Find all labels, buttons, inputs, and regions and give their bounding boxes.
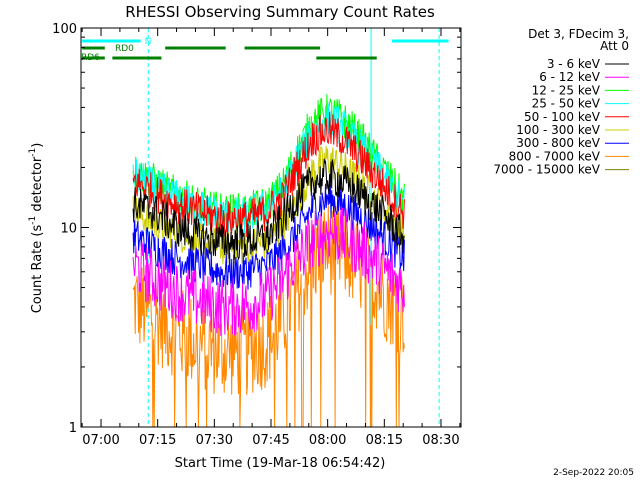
x-tick-label: 08:00 [309, 433, 346, 448]
legend-label: 7000 - 15000 keV [493, 163, 600, 177]
flag-bar-label: RD0 [115, 44, 134, 54]
legend-label: 800 - 7000 keV [509, 149, 601, 163]
flag-bar-label: RD6 [81, 53, 100, 63]
series-line [132, 180, 405, 290]
x-tick-label: 07:45 [252, 433, 289, 448]
chart-title: RHESSI Observing Summary Count Rates [125, 3, 435, 21]
x-tick-label: 07:00 [82, 433, 119, 448]
y-label-sup: -1 [28, 148, 38, 157]
legend-label: 50 - 100 keV [524, 110, 601, 124]
y-tick-label: 1 [69, 421, 77, 436]
legend-header-line: Det 3, FDecim 3, [528, 27, 629, 41]
legend-label: 12 - 25 keV [532, 83, 601, 97]
series-layer [132, 94, 405, 428]
x-axis-label: Start Time (19-Mar-18 06:54:42) [175, 456, 386, 471]
y-axis: 1 10 100 [52, 22, 461, 436]
y-tick-label: 10 [60, 222, 77, 237]
x-tick-label: 07:30 [196, 433, 233, 448]
footer-timestamp: 2-Sep-2022 20:05 [553, 468, 634, 478]
y-label-part: detector [30, 156, 45, 216]
y-axis-label: Count Rate (s-1 detector-1) [28, 143, 45, 314]
legend-label: 300 - 800 keV [516, 136, 600, 150]
legend-label: 100 - 300 keV [516, 123, 600, 137]
legend-label: 25 - 50 keV [532, 97, 601, 111]
y-label-sup: -1 [28, 216, 38, 225]
x-axis: 07:00 07:15 07:30 07:45 08:00 08:15 08:30 [81, 28, 461, 448]
y-tick-label: 100 [52, 22, 77, 37]
legend-header-line: Att 0 [600, 39, 629, 53]
flag-bar-label: N [145, 37, 152, 47]
series-line [132, 158, 405, 261]
x-tick-label: 07:15 [139, 433, 176, 448]
flag-bars: N RD0 RD6 [81, 37, 449, 63]
series-line [132, 206, 405, 336]
y-label-part: Count Rate (s [30, 225, 45, 314]
legend-label: 3 - 6 keV [547, 57, 601, 71]
legend-label: 6 - 12 keV [539, 70, 601, 84]
x-tick-label: 08:30 [422, 433, 459, 448]
series-line [132, 111, 405, 238]
series-line [132, 101, 405, 234]
x-tick-label: 08:15 [366, 433, 403, 448]
y-label-part: ) [30, 143, 45, 148]
